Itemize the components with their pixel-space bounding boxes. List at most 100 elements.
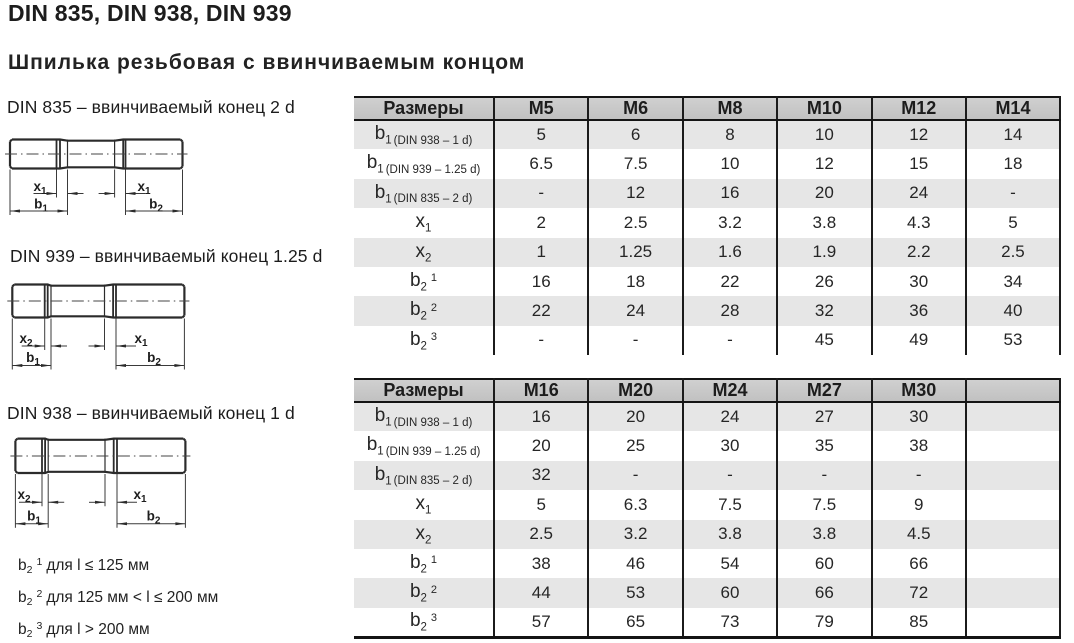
row-label: b1 (DIN 835 – 2 d) (354, 460, 495, 491)
value-cell: 5 (494, 490, 590, 520)
row-label-symbol: x (415, 493, 426, 515)
column-header-m30: M30 (871, 378, 967, 403)
dim-label-x-right: x1 (133, 487, 147, 505)
row-label-subscript: 1 (377, 445, 384, 458)
value-cell: 6.5 (494, 149, 590, 179)
dimension-arrow (48, 500, 59, 504)
dimension-arrow (15, 522, 26, 526)
value-cell: 2 (494, 208, 590, 238)
dimension-table-m5-m14: Размеры M5 M6 M8 M10 M12 M14 b1 (DIN 938 – 1 d) 5… (354, 96, 1061, 356)
value-cell: - (494, 325, 590, 356)
value-cell: 3.8 (682, 519, 779, 549)
dimension-arrow (10, 209, 20, 213)
dim-label-x-left: x2 (19, 331, 33, 349)
row-label-note: (DIN 835 – 2 d) (393, 475, 473, 488)
dim-label-b2: b2 (147, 350, 161, 368)
value-cell: 72 (871, 578, 967, 608)
table-row: b23 57 65 73 79 85 (354, 607, 1061, 639)
row-label-symbol: b (374, 463, 386, 485)
table-row: b1 (DIN 835 – 2 d) -12 16 20 24- (354, 178, 1061, 209)
dimension-arrow (175, 522, 186, 526)
row-label-symbol: x (415, 211, 426, 233)
row-label: x2 (354, 237, 495, 267)
row-label: b1 (DIN 835 – 2 d) (354, 178, 495, 209)
row-label-superscript: 2 (430, 301, 438, 314)
dimension-arrow (117, 522, 127, 526)
table-row: b1 (DIN 939 – 1.25 d) 6.5 7.5 10 12 15 18 (354, 149, 1061, 179)
column-header-m12: M12 (871, 96, 967, 121)
dimension-arrow (41, 364, 51, 367)
value-cell: 6 (588, 120, 684, 150)
dimension-arrow (67, 192, 78, 195)
value-cell (965, 460, 1061, 491)
row-label: b21 (354, 548, 495, 579)
row-label: x1 (354, 490, 495, 520)
row-label-symbol: x (415, 522, 426, 544)
table-row: b1 (DIN 939 – 1.25 d) 20 25 30 35 38 (354, 431, 1061, 461)
value-cell: 20 (777, 178, 873, 209)
dimension-arrow (104, 192, 115, 195)
row-label: b1 (DIN 938 – 1 d) (354, 402, 495, 432)
row-label: x1 (354, 208, 495, 238)
dimension-arrow (94, 344, 105, 348)
value-cell (965, 490, 1061, 520)
dim-label-x-right: x1 (134, 331, 148, 349)
dimension-arrow (174, 364, 185, 367)
row-label-symbol: b (409, 328, 421, 350)
value-cell: 2.5 (588, 208, 684, 238)
row-label-subscript: 2 (425, 534, 432, 546)
row-label-subscript: 2 (420, 592, 427, 605)
value-cell: 16 (682, 178, 779, 209)
table-row: b22 22 24 28 32 36 40 (354, 296, 1061, 326)
value-cell: 7.5 (588, 149, 684, 179)
value-cell: 57 (494, 607, 590, 639)
value-cell: 10 (777, 120, 873, 150)
table-row: b21 38 46 54 60 66 (354, 548, 1061, 579)
column-header-m16: M16 (494, 378, 590, 403)
row-label-note: (DIN 939 – 1.25 d) (385, 445, 481, 458)
row-label-subscript: 1 (425, 222, 432, 235)
dimension-arrow (32, 500, 42, 504)
column-header-m8: M8 (682, 96, 779, 121)
value-cell: 14 (965, 120, 1061, 150)
value-cell: 25 (588, 431, 684, 461)
dimension-arrow (95, 500, 105, 504)
value-cell: 44 (494, 578, 590, 608)
value-cell: 53 (965, 325, 1061, 356)
row-label-subscript: 1 (385, 193, 392, 206)
dimension-table-m16-m30: Размеры M16 M20 M24 M27 M30 b1 (DIN 938 – 1 d) 1… (354, 378, 1061, 639)
dim-label-x-left: x1 (33, 179, 47, 197)
footnote-symbol: b (18, 589, 27, 606)
row-label-symbol: b (409, 609, 421, 631)
table-row: x1 2 2.5 3.2 3.8 4.3 5 (354, 208, 1061, 238)
value-cell: - (494, 178, 590, 209)
drawing-din938: x2 x1 b1 b2 (10, 437, 191, 528)
value-cell: 18 (965, 149, 1061, 179)
value-cell: - (871, 460, 967, 491)
row-label-symbol: b (374, 123, 386, 145)
column-header-sizes: Размеры (354, 378, 495, 403)
drawing-caption-din938: DIN 938 – ввинчиваемый конец 1 d (7, 403, 295, 423)
dim-label-x-right: x1 (137, 179, 151, 197)
value-cell: 24 (588, 296, 684, 326)
row-label-symbol: b (409, 269, 421, 291)
dim-label-b1: b1 (34, 197, 48, 215)
value-cell: 18 (588, 266, 684, 297)
value-cell: 85 (871, 607, 967, 639)
value-cell: 2.2 (871, 237, 967, 267)
value-cell: 1.6 (682, 237, 779, 267)
row-label-subscript: 2 (420, 621, 427, 634)
row-label-superscript: 2 (430, 583, 438, 596)
value-cell: 53 (588, 578, 684, 608)
row-label-symbol: b (374, 181, 386, 203)
dimension-arrow (117, 500, 127, 504)
dimension-arrow (116, 344, 126, 348)
value-cell: 15 (871, 149, 967, 179)
value-cell: 5 (965, 208, 1061, 238)
row-label-note: (DIN 835 – 2 d) (393, 193, 473, 206)
row-label-subscript: 1 (425, 504, 432, 517)
row-label-symbol: b (409, 551, 421, 573)
table-row: x2 2.5 3.2 3.8 3.8 4.5 (354, 519, 1061, 549)
